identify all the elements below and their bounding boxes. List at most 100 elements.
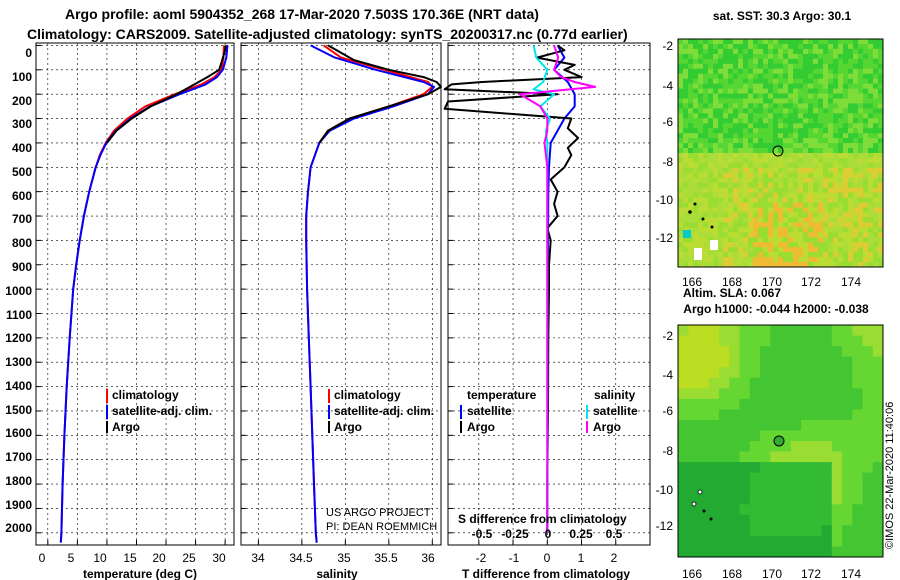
map-cell [738,103,744,109]
map-cell [768,212,774,218]
map-cell [873,58,879,65]
map-cell [843,212,849,218]
map-cell [863,73,869,80]
map-cell [788,78,794,85]
map-cell [698,123,704,129]
depth-tick: 1200 [5,331,32,345]
map-cell [688,514,699,526]
map-cell [803,252,809,258]
map-cell [783,192,789,199]
map-cell [803,53,809,60]
temperature-grid [36,43,234,545]
map-cell [773,143,779,149]
map-cell [808,242,814,248]
map-cell [733,123,739,129]
map-cell [868,227,874,233]
map-cell [743,262,749,268]
map-cell [723,227,729,233]
map-cell [798,93,804,99]
map-cell [818,58,824,65]
map-cell [808,68,814,75]
map-cell [852,462,863,473]
map-cell [878,212,884,218]
map-cell [698,202,704,208]
map-cell [808,202,814,208]
map-cell [693,162,699,169]
map-cell [778,118,784,124]
map-cell [793,237,799,243]
map-cell [873,162,879,169]
map-cell [808,222,814,228]
map-cell [798,212,804,218]
map-cell [821,514,833,526]
map-cell [780,388,792,400]
map-cell [678,335,689,347]
map-cell [733,232,739,238]
map-cell [793,172,799,179]
map-cell [708,118,714,124]
map-cell [748,192,754,199]
map-cell [739,398,751,410]
map-cell [878,217,884,223]
map-cell [813,108,819,114]
map-cell [719,335,730,347]
map-cell [843,207,849,213]
map-cell [728,222,734,228]
map-cell [868,39,874,45]
map-cell [808,103,814,109]
map-cell [808,113,814,119]
map-cell [818,167,824,174]
map-cell [749,525,761,537]
map-cell [790,441,802,452]
map-cell [693,148,699,154]
map-cell [738,232,744,238]
map-cell [749,367,761,379]
map-cell [863,187,869,194]
map-cell [683,58,689,65]
map-cell [828,162,834,169]
map-cell [878,44,884,50]
map-cell [803,212,809,218]
legend-label: Argo [334,420,362,434]
map-cell [823,73,829,80]
map-cell [863,192,869,199]
map-cell [698,398,710,410]
map-cell [770,377,781,389]
map-cell [773,44,779,50]
lon-tick: 174 [841,275,861,289]
map-cell [818,153,824,159]
map-cell [733,217,739,223]
map-cell [798,58,804,65]
map-cell [811,430,822,442]
map-cell [798,182,804,189]
map-cell [833,227,839,233]
map-cell [703,68,709,75]
map-cell [733,44,739,50]
map-cell [863,39,869,45]
map-cell [828,48,834,55]
map-cell [863,237,869,243]
map-cell [778,207,784,213]
map-cell [868,48,874,55]
map-cell [728,247,734,253]
map-cell [678,525,689,537]
map-cell [873,192,879,199]
map-cell [818,73,824,80]
map-cell [833,242,839,248]
map-cell [733,103,739,109]
map-cell [708,192,714,199]
map-cell [723,192,729,199]
map-cell [818,39,824,45]
map-cell [708,93,714,99]
map-cell [783,227,789,233]
map-cell [728,212,734,218]
map-cell [753,177,759,184]
map-cell [823,177,829,184]
map-cell [843,192,849,199]
map-cell [728,128,734,134]
map-cell [868,187,874,194]
map-cell [763,78,769,85]
map-cell [693,73,699,80]
map-cell [863,202,869,208]
map-cell [878,197,884,203]
